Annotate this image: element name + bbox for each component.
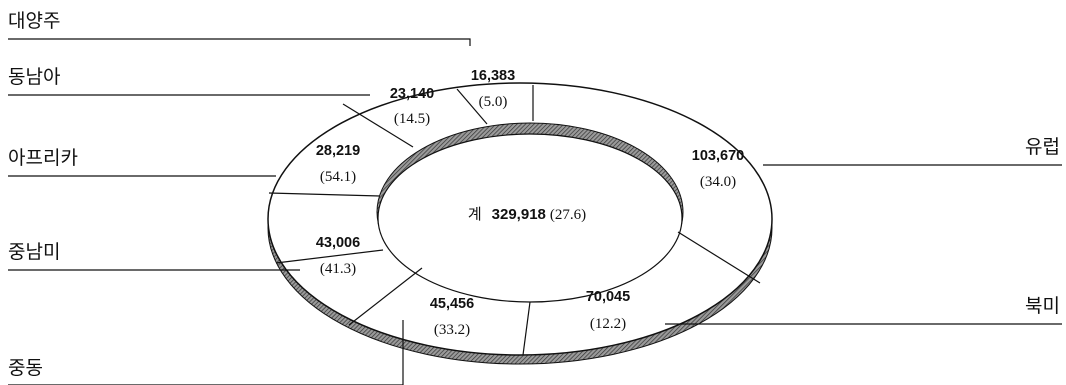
value-europe: 103,670 — [692, 148, 744, 164]
region-label-dongnama: 동남아 — [8, 66, 60, 88]
pct-jungnammi: (41.3) — [320, 261, 356, 277]
value-jungnammi: 43,006 — [316, 235, 360, 251]
divider-2 — [456, 88, 488, 125]
slice-dividers — [268, 85, 761, 356]
divider-8 — [677, 231, 761, 284]
pct-europe: (34.0) — [700, 174, 736, 190]
value-dongnama: 23,140 — [390, 86, 434, 102]
pct-africa: (54.1) — [320, 169, 356, 185]
pct-bukmi: (12.2) — [590, 316, 626, 332]
pct-dongnama: (14.5) — [394, 111, 430, 127]
region-label-jungnammi: 중남미 — [8, 241, 60, 263]
divider-7 — [522, 301, 531, 356]
region-label-jungdong: 중동 — [8, 357, 43, 379]
total-text: 계 329,918 (27.6) — [468, 205, 586, 223]
total-label: 계 — [468, 205, 482, 223]
pct-daeyangju: (5.0) — [479, 94, 508, 110]
region-label-daeyangju: 대양주 — [8, 10, 60, 32]
value-africa: 28,219 — [316, 143, 360, 159]
total-value: 329,918 — [492, 206, 546, 223]
region-label-bukmi: 북미 — [1025, 295, 1060, 317]
value-bukmi: 70,045 — [586, 289, 630, 305]
divider-5 — [275, 249, 384, 264]
pct-jungdong: (33.2) — [434, 322, 470, 338]
leader-jungdong — [8, 320, 404, 385]
leader-daeyangju — [8, 38, 471, 46]
total-pct: (27.6) — [550, 207, 586, 223]
divider-6 — [348, 267, 423, 326]
region-label-europe: 유럽 — [1025, 136, 1060, 158]
value-jungdong: 45,456 — [430, 296, 474, 312]
divider-4 — [268, 192, 381, 197]
region-label-africa: 아프리카 — [8, 147, 78, 169]
value-daeyangju: 16,383 — [471, 68, 515, 84]
divider-3 — [342, 103, 414, 148]
leader-lines — [8, 38, 1062, 385]
